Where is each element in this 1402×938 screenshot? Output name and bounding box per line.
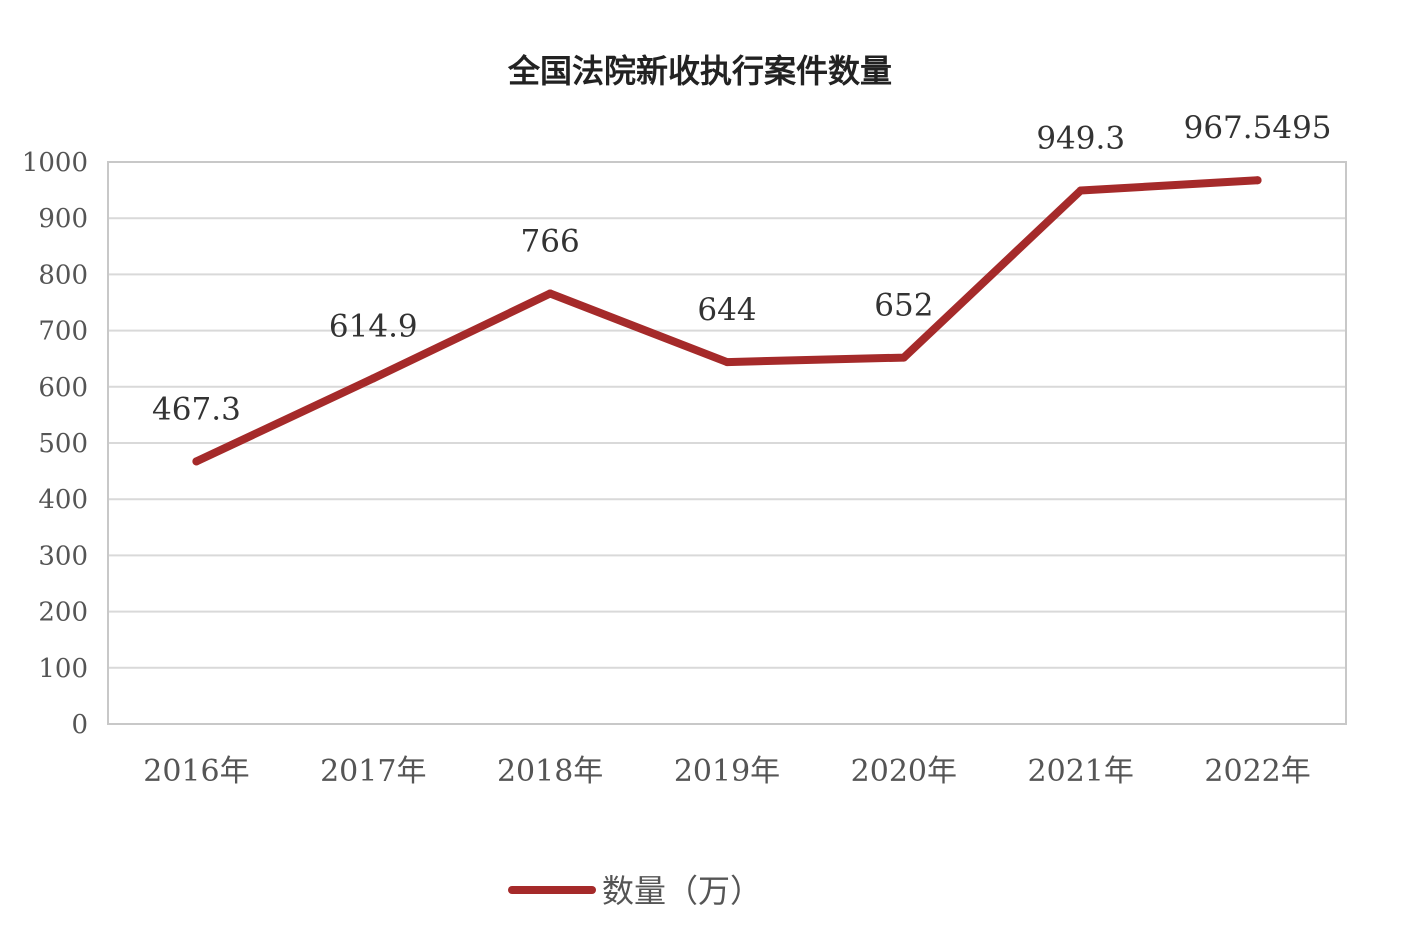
gridlines xyxy=(108,217,1346,669)
x-tick-label: 2018年 xyxy=(497,754,603,789)
data-label: 967.5495 xyxy=(1184,110,1332,146)
y-tick-label: 900 xyxy=(38,204,88,234)
data-label: 949.3 xyxy=(1036,120,1125,156)
data-label: 652 xyxy=(874,288,933,324)
plot-area xyxy=(107,161,1347,725)
x-axis-ticks: 2016年 2017年 2018年 2019年 2020年 2021年 2022年 xyxy=(143,754,1311,789)
y-axis-ticks: 0 100 200 300 400 500 600 700 800 900 1000 xyxy=(22,148,88,740)
y-tick-label: 100 xyxy=(38,654,88,684)
data-labels: 467.3 614.9 766 644 652 949.3 967.5495 xyxy=(152,110,1331,427)
y-tick-label: 700 xyxy=(38,317,88,347)
y-tick-label: 200 xyxy=(38,598,88,628)
legend: 数量（万） xyxy=(508,872,762,910)
y-tick-label: 1000 xyxy=(22,148,88,178)
data-point xyxy=(1253,176,1262,185)
data-label: 644 xyxy=(697,292,756,328)
data-point xyxy=(899,353,908,362)
series-lines xyxy=(192,176,1262,466)
legend-label: 数量（万） xyxy=(602,872,762,910)
y-tick-label: 800 xyxy=(38,260,88,290)
data-label: 766 xyxy=(521,224,580,260)
x-tick-label: 2017年 xyxy=(320,754,426,789)
x-tick-label: 2021年 xyxy=(1028,754,1134,789)
y-tick-label: 600 xyxy=(38,373,88,403)
data-point xyxy=(723,358,731,367)
x-tick-label: 2020年 xyxy=(851,754,957,789)
chart-title: 全国法院新收执行案件数量 xyxy=(507,52,892,90)
y-tick-label: 400 xyxy=(38,485,88,515)
data-point xyxy=(369,374,378,383)
x-tick-label: 2022年 xyxy=(1204,754,1310,789)
data-point xyxy=(192,457,201,466)
x-tick-label: 2019年 xyxy=(674,754,780,789)
data-point xyxy=(546,289,555,298)
y-tick-label: 0 xyxy=(71,710,88,740)
data-label: 614.9 xyxy=(329,308,418,344)
y-tick-label: 300 xyxy=(38,541,88,571)
y-tick-label: 500 xyxy=(38,429,88,459)
x-tick-label: 2016年 xyxy=(143,754,249,789)
data-point xyxy=(1076,186,1085,195)
data-label: 467.3 xyxy=(152,391,241,427)
